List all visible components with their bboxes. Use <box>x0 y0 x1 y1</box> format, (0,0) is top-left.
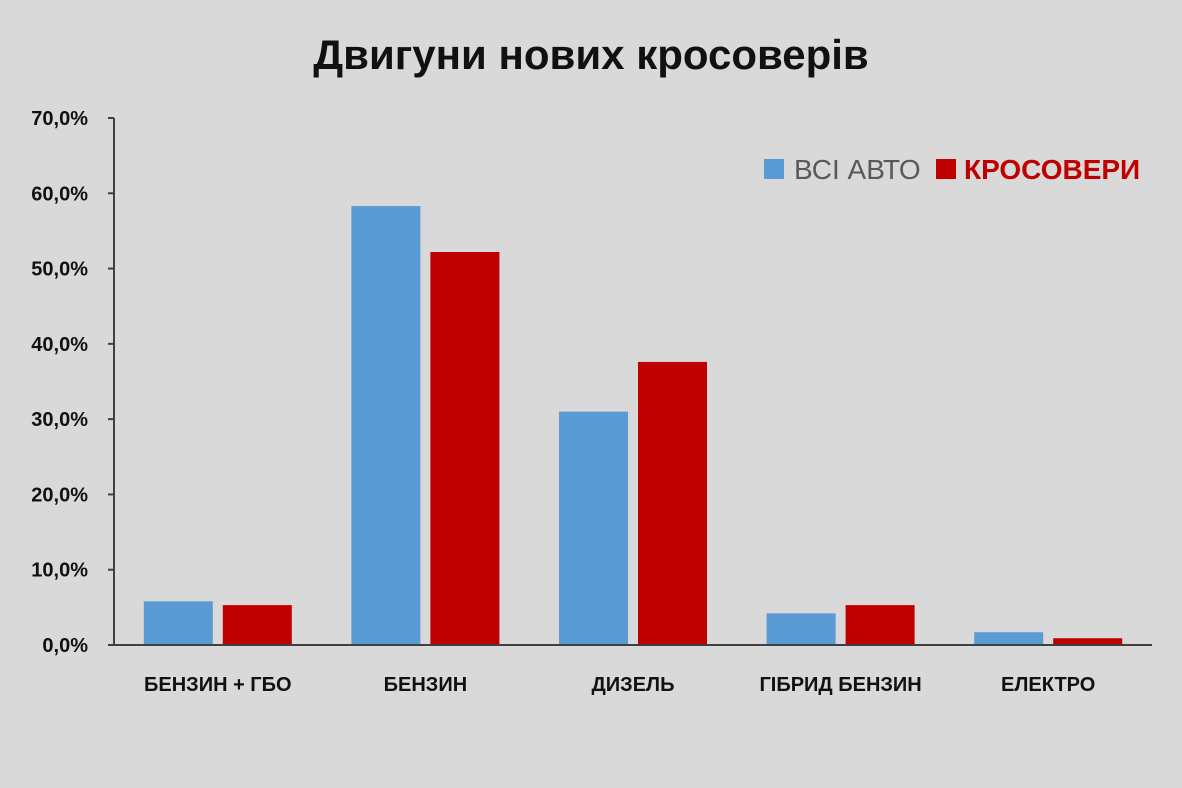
y-tick-label: 60,0% <box>31 183 88 205</box>
legend: ВСІ АВТО КРОСОВЕРИ <box>764 154 1140 185</box>
legend-label: КРОСОВЕРИ <box>964 154 1140 185</box>
legend-swatch <box>764 159 784 179</box>
x-category-label: ДИЗЕЛЬ <box>592 674 675 696</box>
x-category-label: БЕНЗИН <box>384 674 468 696</box>
bar-all-cars <box>559 411 628 645</box>
bar-crossovers <box>845 605 915 645</box>
bar-crossovers <box>222 605 292 645</box>
y-tick-label: 70,0% <box>31 108 88 130</box>
y-tick-label: 0,0% <box>42 635 88 657</box>
bar-crossovers <box>430 252 500 645</box>
y-tick-label: 50,0% <box>31 259 88 281</box>
bar-all-cars <box>974 632 1044 645</box>
chart-title: Двигуни нових кросоверів <box>313 31 869 78</box>
y-tick-label: 30,0% <box>31 409 88 431</box>
y-tick-label: 10,0% <box>31 560 88 582</box>
bar-crossovers <box>638 361 707 645</box>
bars <box>143 206 1123 645</box>
x-category-label: БЕНЗИН + ГБО <box>144 674 292 696</box>
x-category-label: ЕЛЕКТРО <box>1001 674 1095 696</box>
legend-label: ВСІ АВТО <box>794 154 921 185</box>
bar-crossovers <box>1053 638 1123 645</box>
y-tick-label: 40,0% <box>31 334 88 356</box>
x-category-label: ГІБРИД БЕНЗИН <box>759 674 921 696</box>
bar-all-cars <box>351 206 421 645</box>
legend-swatch <box>936 159 956 179</box>
bar-all-cars <box>766 613 836 645</box>
y-tick-label: 20,0% <box>31 484 88 506</box>
x-axis-labels: БЕНЗИН + ГБО БЕНЗИН ДИЗЕЛЬ ГІБРИД БЕНЗИН ЕЛЕ… <box>144 674 1095 696</box>
y-axis-ticks: 0,0% 10,0% 20,0% 30,0% 40,0% 50,0% 60,0% 70,0% <box>31 108 114 657</box>
bar-all-cars <box>143 601 213 645</box>
